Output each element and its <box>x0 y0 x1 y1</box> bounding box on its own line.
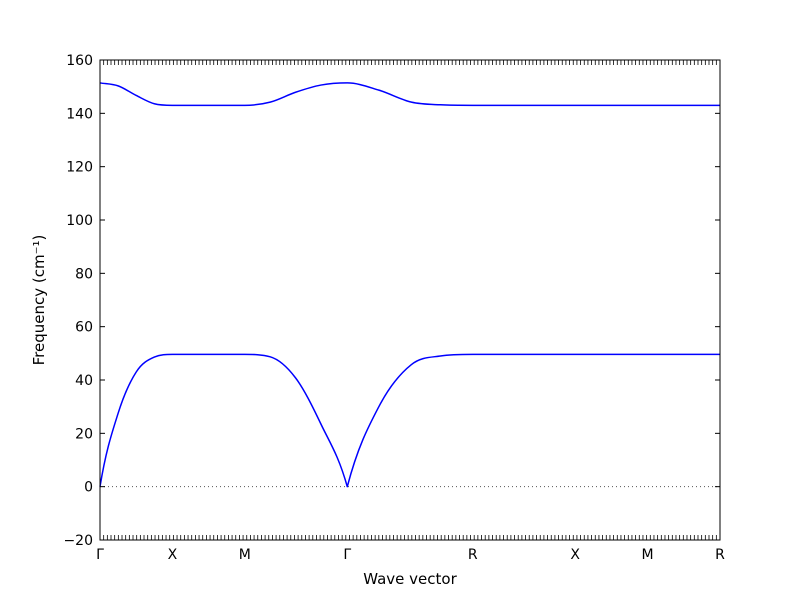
y-tick-label: 140 <box>66 106 93 122</box>
series-line-2 <box>99 82 720 107</box>
x-tick-label-2: X <box>168 547 178 563</box>
series-layer <box>99 82 720 488</box>
tick-layer: −20 0 20 40 60 80 100 120 140 160 Γ X M Γ R X M R <box>63 53 725 563</box>
x-tick-label-5: R <box>468 547 478 563</box>
y-tick-label: 40 <box>75 373 93 389</box>
y-tick-label: −20 <box>63 533 93 549</box>
y-tick-label: 60 <box>75 320 93 336</box>
x-tick-label-7: M <box>642 547 654 563</box>
y-tick-label: 160 <box>66 53 93 69</box>
y-tick-label: 80 <box>75 266 93 282</box>
x-tick-label-3: M <box>239 547 251 563</box>
y-tick-label: 20 <box>75 426 93 442</box>
x-tick-label-8: R <box>715 547 725 563</box>
y-tick-label: 120 <box>66 160 93 176</box>
x-axis-label: Wave vector <box>363 570 457 588</box>
x-tick-label-1: Γ <box>96 547 104 563</box>
y-axis-label: Frequency (cm⁻¹) <box>30 235 48 366</box>
y-tick-label: 0 <box>84 480 93 496</box>
x-tick-label-6: X <box>570 547 580 563</box>
y-tick-label: 100 <box>66 213 93 229</box>
x-tick-label-4: Γ <box>343 547 351 563</box>
plot-frame <box>99 59 721 541</box>
series-line-1 <box>99 353 720 488</box>
